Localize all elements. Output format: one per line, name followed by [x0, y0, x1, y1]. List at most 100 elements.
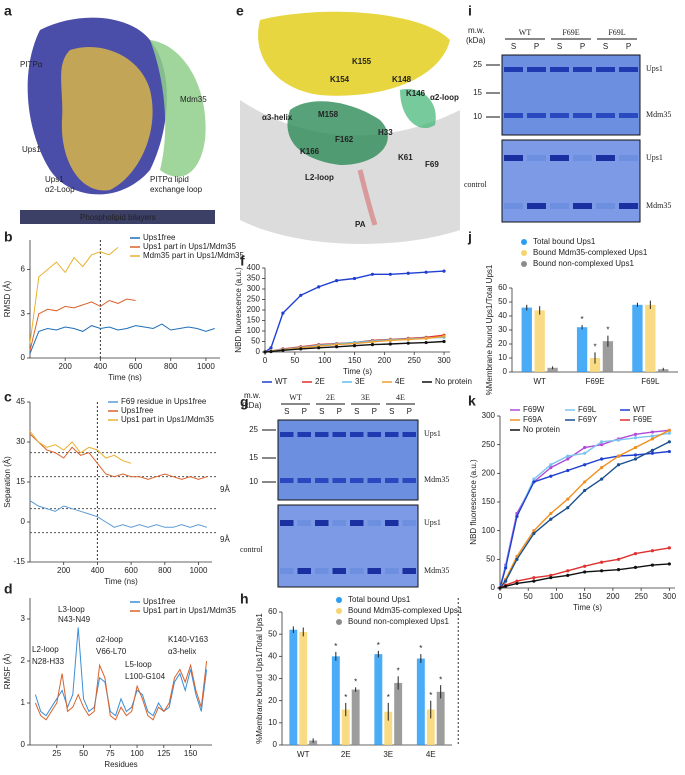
x-tick-label: 100: [550, 592, 564, 601]
sp-label: S: [354, 407, 359, 416]
y-tick-label: 50: [486, 554, 495, 563]
y-tick-label: 20: [268, 696, 277, 705]
point: [532, 477, 536, 481]
point: [281, 348, 285, 352]
annotation: α3-helix: [168, 647, 196, 656]
y-tick-label: 60: [498, 283, 507, 292]
y-axis-label: RMSD (Å): [3, 280, 12, 317]
significance: *: [344, 693, 347, 702]
structure-label: α2-loop: [430, 93, 459, 102]
point: [633, 552, 638, 556]
band: [385, 478, 399, 483]
y-tick-label: 30: [498, 325, 507, 334]
x-tick-label: 800: [164, 362, 178, 371]
bar: [521, 307, 532, 372]
significance: *: [419, 644, 422, 653]
y-tick-label: -15: [13, 557, 25, 566]
point: [667, 562, 671, 566]
bar: [436, 691, 445, 745]
gel: [501, 54, 641, 136]
band: [619, 203, 638, 209]
point: [650, 434, 655, 438]
band: [332, 568, 346, 574]
band: [315, 568, 329, 574]
point: [370, 340, 375, 344]
band: [573, 113, 592, 118]
point: [633, 432, 638, 436]
series-line: [29, 247, 119, 344]
y-tick-label: 50: [268, 629, 277, 638]
band: [332, 478, 346, 483]
x-tick-label: 3E: [383, 750, 393, 759]
y-tick-label: 100: [482, 526, 496, 535]
point: [504, 566, 508, 570]
point: [566, 454, 570, 458]
band: [315, 432, 329, 437]
band: [504, 203, 523, 209]
structure-label: K61: [398, 153, 413, 162]
x-tick-label: F69L: [641, 377, 660, 386]
band-label: Ups1: [424, 429, 441, 438]
y-axis-label: NBD fluorescence (a.u.): [469, 459, 478, 545]
legend-label: Total bound Ups1: [533, 237, 596, 246]
gel-label: m.w.: [244, 391, 260, 400]
bar: [341, 709, 350, 745]
x-tick-label: 1000: [190, 566, 208, 575]
point: [406, 271, 410, 275]
point: [633, 436, 638, 440]
y-axis-label: NBD fluorescence (a.u.): [234, 267, 243, 353]
point: [515, 579, 519, 583]
point: [532, 531, 536, 536]
y-tick-label: 60: [268, 607, 277, 616]
y-tick-label: 10: [268, 718, 277, 727]
significance: *: [581, 315, 584, 324]
band: [402, 520, 416, 526]
band: [297, 568, 311, 574]
structure-label: PITPα lipid: [150, 175, 189, 184]
x-tick-label: 2E: [341, 750, 351, 759]
y-tick-label: 350: [247, 274, 261, 283]
band-label: Mdm35: [424, 475, 449, 484]
band: [527, 67, 546, 72]
structure-label: α3-helix: [262, 113, 293, 122]
y-tick-label: 0: [256, 347, 261, 356]
legend-swatch: [521, 261, 527, 267]
point: [633, 457, 638, 461]
x-tick-label: 50: [290, 356, 299, 365]
x-axis-label: Time (ns): [104, 577, 138, 586]
legend-label: Ups1free: [143, 233, 176, 242]
x-tick-label: 250: [408, 356, 422, 365]
legend-label: Ups1 part in Ups1/Mdm35: [143, 242, 236, 251]
sp-label: P: [337, 407, 342, 416]
band: [297, 432, 311, 437]
point: [281, 311, 285, 315]
structure-label: Mdm35: [180, 95, 207, 104]
band: [573, 155, 592, 161]
x-tick-label: 400: [94, 362, 108, 371]
x-tick-label: WT: [297, 750, 310, 759]
x-tick-label: 0: [498, 592, 503, 601]
band: [550, 67, 569, 72]
significance: *: [334, 642, 337, 651]
point: [269, 346, 273, 350]
legend-label: F69 residue in Ups1free: [121, 397, 207, 406]
bar: [632, 304, 643, 372]
point: [583, 463, 587, 467]
legend-label: 3E: [355, 377, 365, 386]
y-tick-label: 0: [21, 517, 26, 526]
bar: [416, 658, 425, 745]
band-label: Mdm35: [646, 201, 671, 210]
y-axis-label: %Membrane bound Ups1/Total Ups1: [485, 264, 494, 395]
point: [299, 293, 303, 297]
y-tick-label: 3: [21, 614, 26, 623]
gel: [501, 139, 641, 223]
band: [504, 155, 523, 161]
point: [406, 341, 410, 345]
significance: *: [354, 677, 357, 686]
bar: [426, 709, 435, 745]
legend-label: Bound Mdm35-complexed Ups1: [533, 248, 648, 257]
structure-label: F69: [425, 160, 439, 169]
point: [532, 576, 536, 580]
band: [619, 113, 638, 118]
sp-label: S: [557, 42, 562, 51]
